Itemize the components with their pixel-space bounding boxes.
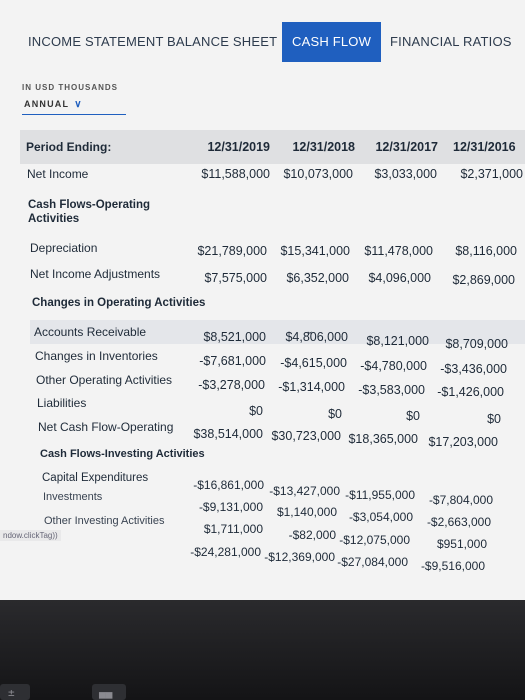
tab-financial-ratios[interactable]: FINANCIAL RATIOS	[390, 34, 512, 49]
table-cell: $11,588,000	[201, 167, 270, 181]
table-cell: $1,140,000	[276, 505, 337, 519]
period-select-value: ANNUAL	[24, 99, 70, 109]
table-cell: -$3,054,000	[348, 510, 413, 524]
table-cell: -$3,436,000	[440, 362, 507, 376]
row-label-net-cash-flow-operating: Net Cash Flow-Operating	[38, 420, 174, 434]
column-date: 12/31/2016	[453, 140, 516, 154]
table-cell: -$24,281,000	[190, 545, 261, 559]
table-cell: $17,203,000	[428, 435, 498, 449]
row-label-net-income-adjustments: Net Income Adjustments	[30, 267, 161, 281]
table-cell: -$13,427,000	[269, 484, 340, 498]
table-cell: -$11,955,000	[345, 488, 415, 502]
table-cell: $951,000	[436, 537, 487, 551]
column-date: 12/31/2018	[292, 140, 355, 154]
row-label-depreciation: Depreciation	[30, 241, 98, 255]
table-cell: $11,478,000	[364, 244, 433, 258]
table-header-band	[20, 130, 525, 164]
table-cell: $8,121,000	[366, 334, 429, 348]
table-cell: -$16,861,000	[193, 478, 264, 492]
tab-cash-flow[interactable]: CASH FLOW	[282, 22, 382, 62]
table-cell: $0	[406, 409, 420, 423]
table-cell: $1,711,000	[203, 522, 263, 536]
keyboard-key	[0, 684, 30, 700]
column-date: 12/31/2017	[375, 140, 438, 154]
laptop-bezel	[0, 600, 525, 700]
row-label-liabilities: Liabilities	[37, 396, 87, 410]
table-cell: -$3,583,000	[358, 383, 425, 397]
table-cell: -$1,426,000	[437, 385, 504, 399]
row-label-other-investing: Other Investing Activities	[44, 515, 165, 527]
browser-viewport: INCOME STATEMENT BALANCE SHEET CASH FLOW…	[0, 0, 525, 600]
table-cell: $3,033,000	[374, 167, 437, 181]
table-cell: $7,575,000	[204, 271, 267, 285]
table-cell: $8,521,000	[203, 330, 266, 344]
table-cell: $8,709,000	[445, 337, 508, 351]
period-select-underline	[22, 114, 126, 115]
table-cell: $21,789,000	[197, 244, 267, 258]
table-cell: -$2,663,000	[426, 515, 491, 529]
table-cell: $2,371,000	[460, 167, 523, 181]
keyboard-key	[92, 684, 126, 700]
column-date: 12/31/2019	[207, 140, 270, 154]
table-cell: $6,352,000	[286, 271, 349, 285]
table-cell: $0	[487, 412, 501, 426]
table-cell: -$82,000	[288, 528, 336, 542]
table-cell: -$7,681,000	[199, 354, 266, 368]
row-label-changes-inventories: Changes in Inventories	[35, 349, 158, 363]
table-cell: -$1,314,000	[278, 380, 345, 394]
table-cell: -$9,516,000	[420, 559, 485, 573]
tab-income-statement[interactable]: INCOME STATEMENT	[28, 34, 164, 49]
table-cell: $0	[328, 407, 342, 421]
status-url: ndow.clickTag))	[0, 530, 61, 541]
table-cell: $4,096,000	[368, 271, 431, 285]
row-label-net-income: Net Income	[27, 167, 89, 181]
row-label-investments: Investments	[43, 491, 103, 503]
table-cell: $4,8̌06,000	[285, 330, 348, 344]
table-cell: -$3,278,000	[198, 378, 265, 392]
table-cell: $38,514,000	[193, 427, 263, 441]
section-heading-operating: Cash Flows-Operating Activities	[28, 199, 151, 225]
tab-balance-sheet[interactable]: BALANCE SHEET	[167, 34, 278, 49]
keyboard-key-glyph: ▄▄	[99, 686, 113, 699]
table-cell: -$4,615,000	[280, 356, 347, 370]
table-cell: $8,116,000	[455, 244, 517, 258]
table-cell: -$27,084,000	[337, 555, 408, 569]
table-cell: $0	[249, 404, 263, 418]
period-select[interactable]: ANNUAL ∨	[24, 99, 83, 110]
row-highlight	[30, 320, 525, 344]
table-cell: -$7,804,000	[428, 493, 493, 507]
table-cell: -$12,369,000	[264, 550, 335, 564]
table-cell: -$9,131,000	[198, 500, 263, 514]
period-ending-label: Period Ending:	[26, 140, 112, 154]
row-label-capital-expenditures: Capital Expenditures	[42, 472, 149, 484]
table-cell: -$4,780,000	[360, 359, 427, 373]
section-heading-investing: Cash Flows-Investing Activities	[40, 448, 205, 460]
table-cell: $30,723,000	[271, 429, 341, 443]
table-cell: -$12,075,000	[339, 533, 410, 547]
row-label-other-operating: Other Operating Activities	[36, 373, 173, 387]
table-cell: $18,365,000	[348, 432, 418, 446]
table-cell: $10,073,000	[283, 167, 353, 181]
statement-tabs: INCOME STATEMENT BALANCE SHEET CASH FLOW…	[0, 22, 525, 66]
table-cell: $2,869,000	[452, 273, 515, 287]
units-label: IN USD THOUSANDS	[22, 83, 119, 92]
chevron-down-icon: ∨	[74, 99, 83, 110]
section-heading-changes: Changes in Operating Activities	[32, 297, 206, 309]
keyboard-key-glyph: ±	[8, 686, 15, 699]
table-cell: $15,341,000	[280, 244, 350, 258]
row-label-accounts-receivable: Accounts Receivable	[34, 325, 147, 339]
